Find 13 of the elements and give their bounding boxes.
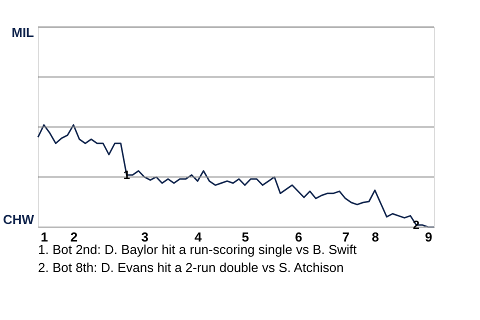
text: 1. Bot 2nd: D. Baylor hit a run-scoring single vs B. Swift	[38, 242, 358, 257]
x-tick-label: 3	[141, 230, 149, 244]
x-tick-label: 7	[342, 230, 350, 244]
x-tick-label: 8	[372, 230, 380, 244]
ref-line-label: CHW	[2, 212, 35, 227]
text: 2. Bot 8th: D. Evans hit a 2-run double vs S. Atchison	[38, 260, 344, 275]
x-tick-label: 5	[242, 230, 249, 244]
x-tick-label: 6	[294, 230, 302, 244]
x-tick-label: 1	[40, 230, 48, 244]
ref-line-label: MIL	[12, 25, 34, 40]
x-tick-label: 9	[424, 230, 432, 244]
x-tick-label: 4	[194, 230, 202, 244]
x-tick-label: 2	[70, 230, 78, 244]
